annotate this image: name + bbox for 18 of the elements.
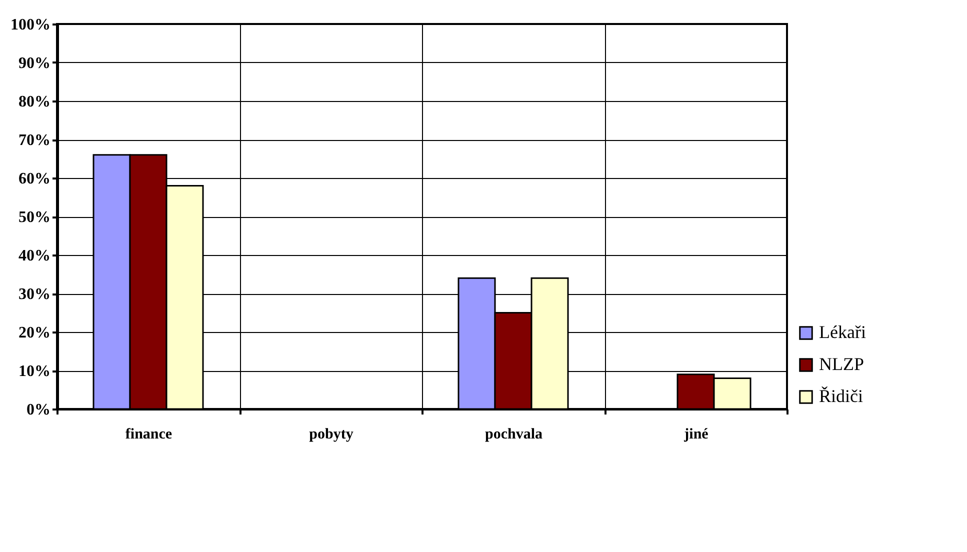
y-tick-label: 100% xyxy=(10,16,50,34)
x-tick-label: jiné xyxy=(683,426,709,442)
legend-label: NLZP xyxy=(819,354,864,374)
y-tick-label: 80% xyxy=(18,94,50,110)
legend-label: Řidiči xyxy=(819,386,863,406)
x-tick-label: pobyty xyxy=(309,426,354,442)
y-tick-label: 30% xyxy=(18,286,50,303)
y-tick-label: 50% xyxy=(18,209,50,226)
y-tick-label: 60% xyxy=(18,170,50,188)
y-tick-label: 10% xyxy=(18,363,50,380)
x-tick-label: finance xyxy=(125,426,172,442)
legend-label: Lékaři xyxy=(819,322,866,342)
y-tick-label: 0% xyxy=(26,402,50,418)
y-tick-label: 40% xyxy=(18,248,50,264)
y-tick-label: 90% xyxy=(18,55,50,72)
x-tick-label: pochvala xyxy=(484,426,543,442)
y-tick-label: 70% xyxy=(18,132,50,149)
y-tick-label: 20% xyxy=(18,324,50,342)
